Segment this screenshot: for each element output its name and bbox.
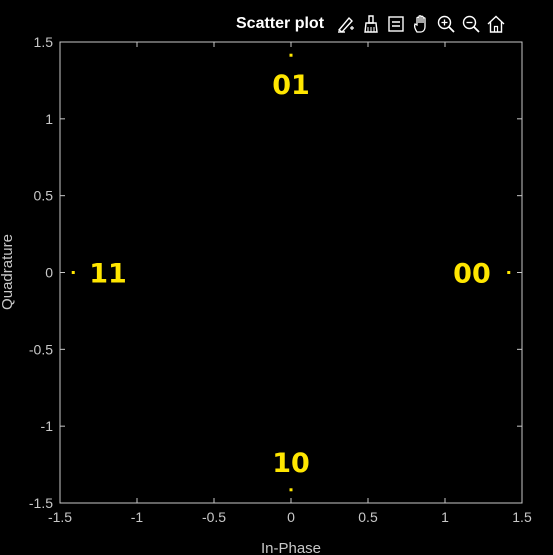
x-tick-label: -0.5	[202, 509, 226, 525]
y-tick-label: -1.5	[29, 495, 53, 511]
x-tick-label: 0	[287, 509, 295, 525]
y-tick-label: 0	[45, 265, 53, 281]
data-tips-button[interactable]	[385, 13, 407, 35]
chart-title: Scatter plot	[236, 15, 325, 32]
y-tick-label: -1	[41, 418, 54, 434]
data-point	[71, 271, 75, 274]
y-tick-label: 1	[45, 111, 53, 127]
point-labels: 00 01 10 11	[89, 70, 491, 479]
brush-data-button[interactable]	[360, 13, 382, 35]
y-tick-label: 1.5	[34, 34, 54, 50]
data-point	[289, 53, 293, 57]
y-tick-label: -0.5	[29, 341, 53, 357]
edit-plot-button[interactable]	[335, 13, 357, 35]
data-tips-icon	[388, 16, 404, 32]
restore-view-icon	[487, 15, 505, 33]
data-point	[289, 488, 293, 492]
data-point	[507, 271, 511, 274]
zoom-out-button[interactable]	[460, 13, 482, 35]
pan-icon	[413, 15, 426, 33]
point-label: 00	[453, 259, 491, 290]
axes-toolbar	[335, 12, 507, 36]
point-label: 10	[272, 448, 310, 479]
pan-button[interactable]	[410, 13, 432, 35]
y-tick-label: 0.5	[34, 188, 54, 204]
x-tick-label: 1	[441, 509, 449, 525]
x-axis-label: In-Phase	[261, 540, 321, 555]
point-label: 11	[89, 259, 127, 290]
edit-plot-icon	[337, 16, 354, 33]
axis-ticks	[59, 41, 523, 504]
x-tick-label: 0.5	[358, 509, 378, 525]
x-tick-label: 1.5	[512, 509, 532, 525]
brush-data-icon	[364, 15, 378, 33]
x-tick-label: -1.5	[48, 509, 72, 525]
point-label: 01	[272, 70, 310, 101]
zoom-out-icon	[462, 15, 480, 33]
restore-view-button[interactable]	[485, 13, 507, 35]
axes-box	[59, 41, 523, 504]
data-points	[71, 53, 511, 492]
y-axis-label: Quadrature	[0, 234, 16, 310]
zoom-in-icon	[437, 15, 455, 33]
x-tick-label: -1	[131, 509, 144, 525]
zoom-in-button[interactable]	[435, 13, 457, 35]
tick-labels: -1.5 -1 -0.5 0 0.5 1 1.5 -1.5 -1 -0.5 0 0.5 1 1.5	[29, 34, 532, 525]
